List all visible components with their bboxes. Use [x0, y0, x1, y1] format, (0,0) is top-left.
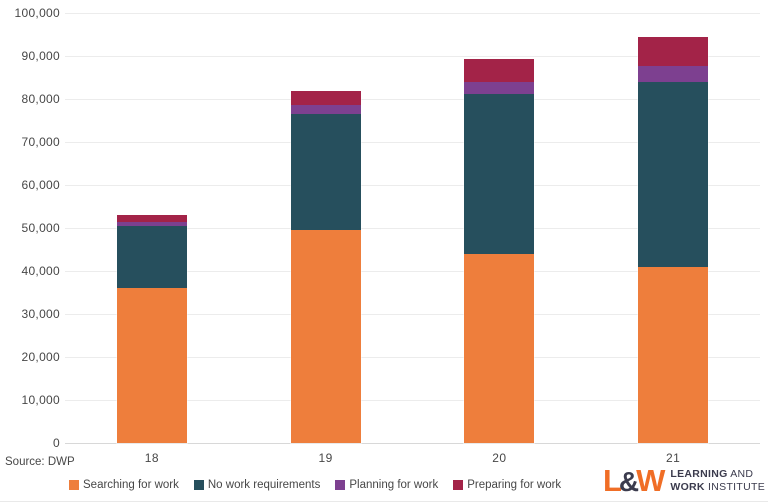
gridline [65, 185, 760, 186]
y-tick-label: 40,000 [21, 263, 60, 278]
y-tick-label: 20,000 [21, 349, 60, 364]
lw-logo-mark: L&W [603, 465, 665, 496]
logo-line1-rest: AND [727, 467, 754, 480]
gridline [65, 271, 760, 272]
logo-line1: LEARNING AND [670, 468, 765, 481]
legend-label: Searching for work [83, 479, 179, 491]
bar-segment [638, 82, 709, 267]
bar-segment [638, 266, 709, 443]
gridline [65, 56, 760, 57]
y-tick-label: 0 [53, 435, 60, 450]
bar-segment [290, 114, 361, 231]
legend-label: Preparing for work [467, 479, 562, 491]
gridline [65, 228, 760, 229]
x-category-label: 21 [665, 451, 681, 465]
legend-swatch [335, 480, 346, 490]
y-tick-label: 50,000 [21, 220, 60, 235]
x-category-label: 20 [492, 451, 507, 465]
logo-letter-l: L [602, 463, 622, 498]
gridline [65, 13, 760, 14]
bar-segment [116, 288, 187, 443]
bar-segment [464, 81, 535, 94]
logo-line2: WORK INSTITUTE [670, 481, 765, 494]
x-category-label: 19 [318, 451, 333, 465]
bar-segment [464, 93, 535, 254]
gridline [65, 357, 760, 358]
legend-swatch [453, 480, 464, 490]
bar-segment [290, 90, 361, 106]
bar-segment [290, 105, 361, 115]
gridline [65, 314, 760, 315]
bar-segment [638, 37, 709, 67]
bar-segment [464, 253, 535, 443]
y-tick-label: 10,000 [21, 392, 60, 407]
lw-logo: L&W LEARNING AND WORK INSTITUTE [603, 465, 765, 496]
legend-item: Preparing for work [453, 479, 561, 491]
stacked-bar [116, 215, 187, 443]
gridline [65, 142, 760, 143]
bar-segment [116, 225, 187, 289]
bar-segment [638, 66, 709, 83]
source-label: Source: DWP [5, 456, 75, 468]
y-tick-label: 90,000 [21, 48, 60, 63]
legend-item: No work requirements [193, 479, 321, 491]
legend-item: Searching for work [69, 479, 179, 491]
y-tick-label: 70,000 [21, 134, 60, 149]
legend-label: Planning for work [349, 479, 439, 491]
y-axis: 0 10,000 20,000 30,000 40,000 50,000 60,000 70,… [0, 0, 62, 460]
legend-label: No work requirements [207, 479, 321, 491]
logo-line1-bold: LEARNING [670, 467, 728, 480]
legend-swatch [69, 480, 79, 490]
bar-segment [464, 59, 535, 82]
bar-segment [116, 215, 187, 222]
y-tick-label: 80,000 [21, 91, 60, 106]
x-category-label: 18 [144, 451, 160, 465]
legend-swatch [193, 480, 204, 490]
legend: Searching for work No work requirements Pl… [69, 479, 561, 491]
legend-item: Planning for work [335, 479, 438, 491]
stacked-bar [464, 59, 535, 443]
y-tick-label: 30,000 [21, 306, 60, 321]
logo-line2-bold: WORK [670, 480, 705, 493]
bar-segment [116, 221, 187, 226]
y-tick-label: 100,000 [14, 5, 60, 20]
logo-line2-rest: INSTITUTE [704, 480, 765, 493]
stacked-bar [638, 37, 709, 443]
gridline [65, 99, 760, 100]
bar-segment [290, 230, 361, 443]
gridline [65, 400, 760, 401]
plot-area [65, 13, 760, 444]
stacked-bar [290, 90, 361, 443]
logo-ampersand: & [618, 466, 639, 497]
lw-logo-text: LEARNING AND WORK INSTITUTE [670, 468, 765, 494]
logo-letter-w: W [636, 463, 665, 498]
y-tick-label: 60,000 [21, 177, 60, 192]
gridline [65, 443, 760, 444]
